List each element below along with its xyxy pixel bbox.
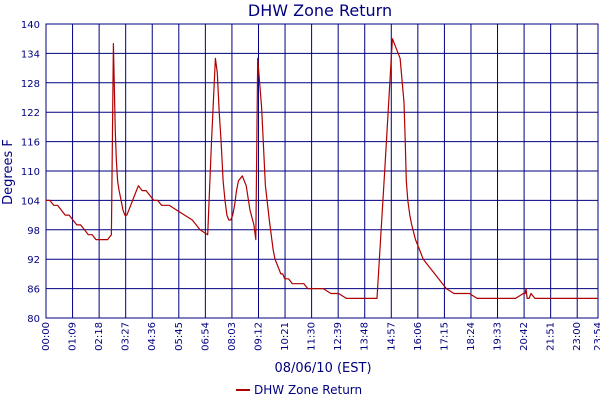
x-tick-label: 18:24 bbox=[466, 322, 477, 351]
x-tick-label: 00:00 bbox=[41, 322, 52, 351]
y-tick-label: 98 bbox=[27, 226, 40, 237]
x-tick-label: 21:51 bbox=[546, 322, 557, 351]
legend-label: DHW Zone Return bbox=[254, 383, 362, 397]
y-tick-label: 128 bbox=[21, 79, 40, 90]
x-tick-labels: 00:00 01:09 02:18 03:27 04:36 05:45 06:54 08:03… bbox=[41, 322, 600, 351]
y-tick-label: 80 bbox=[27, 314, 40, 325]
y-tick-label: 92 bbox=[27, 255, 40, 266]
x-axis-label: 08/06/10 (EST) bbox=[274, 361, 371, 376]
x-tick-label: 09:12 bbox=[253, 322, 264, 351]
y-axis-label: Degrees F bbox=[1, 139, 16, 205]
x-tick-label: 23:00 bbox=[572, 322, 583, 351]
y-tick-label: 134 bbox=[21, 49, 40, 60]
x-tick-label: 10:21 bbox=[280, 322, 291, 351]
x-tick-label: 11:30 bbox=[307, 322, 318, 351]
y-tick-label: 116 bbox=[21, 138, 40, 149]
x-tick-label: 04:36 bbox=[147, 322, 158, 351]
x-tick-label: 13:48 bbox=[360, 322, 371, 351]
chart-title: DHW Zone Return bbox=[248, 1, 392, 20]
x-tick-label: 02:18 bbox=[94, 322, 105, 351]
x-tick-label: 19:33 bbox=[493, 322, 504, 351]
x-tick-label: 05:45 bbox=[174, 322, 185, 351]
y-tick-label: 110 bbox=[21, 167, 40, 178]
y-tick-label: 86 bbox=[27, 285, 40, 296]
x-tick-label: 03:27 bbox=[121, 322, 132, 351]
x-tick-label: 16:06 bbox=[413, 322, 424, 351]
legend: DHW Zone Return bbox=[236, 383, 362, 397]
x-tick-label: 06:54 bbox=[200, 322, 211, 351]
x-tick-label: 14:57 bbox=[386, 322, 397, 351]
y-tick-labels: 80 86 92 98 104 110 116 122 128 134 140 bbox=[21, 20, 40, 325]
y-tick-label: 122 bbox=[21, 108, 40, 119]
x-tick-label: 20:42 bbox=[519, 322, 530, 351]
x-tick-label: 08:03 bbox=[227, 322, 238, 351]
series-group bbox=[46, 38, 598, 299]
y-tick-label: 104 bbox=[21, 196, 40, 207]
x-tick-label: 23:54 bbox=[593, 322, 600, 351]
x-tick-label: 01:09 bbox=[68, 322, 79, 351]
series-line-dhw-zone-return bbox=[46, 38, 598, 299]
x-tick-label: 12:39 bbox=[333, 322, 344, 351]
grid-lines bbox=[46, 24, 598, 318]
y-tick-label: 140 bbox=[21, 20, 40, 31]
x-tick-label: 17:15 bbox=[439, 322, 450, 351]
